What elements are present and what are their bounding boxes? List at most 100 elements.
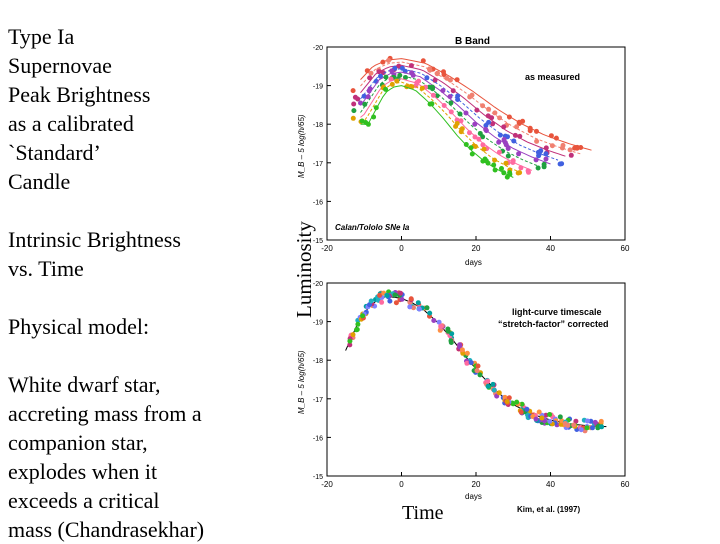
top-series-curve <box>360 58 592 151</box>
top-data-point <box>492 167 498 173</box>
bottom-data-point <box>445 328 451 334</box>
top-data-point <box>430 92 436 98</box>
bottom-panel: light-curve timescale “stretch-factor” c… <box>297 281 630 514</box>
left-text-column: Type Ia Supernovae Peak Brightness as a … <box>8 22 248 544</box>
heading-type-ia: Type Ia Supernovae Peak Brightness as a … <box>8 24 151 194</box>
bottom-x-tick-label: -20 <box>321 480 333 489</box>
top-data-point <box>477 131 483 136</box>
top-data-point <box>511 138 517 144</box>
top-data-point <box>448 100 454 106</box>
bottom-data-point <box>592 419 598 425</box>
bottom-data-point <box>427 310 433 316</box>
top-panel: B Band as measured Calan/Tololo SNe Ia d… <box>297 36 630 267</box>
top-data-point <box>505 153 511 159</box>
top-y-axis-label: M_B – 5 log(h/65) <box>297 114 306 178</box>
bottom-data-point <box>539 415 545 421</box>
top-data-point <box>371 114 377 120</box>
bottom-x-tick-label: 60 <box>621 480 630 489</box>
top-data-point <box>350 88 356 94</box>
bottom-plot-area <box>345 289 607 434</box>
top-data-point <box>517 133 523 139</box>
top-data-point <box>394 78 400 84</box>
top-data-point <box>543 145 549 151</box>
top-data-point <box>527 128 533 134</box>
bottom-y-tick-label: -20 <box>313 281 323 288</box>
top-data-point <box>463 142 469 147</box>
top-data-point <box>367 75 373 81</box>
top-data-point <box>548 133 554 139</box>
top-data-point <box>467 94 473 100</box>
top-data-point <box>362 101 368 107</box>
top-data-point <box>469 151 475 157</box>
top-data-point <box>430 84 435 90</box>
bottom-data-point <box>393 300 399 306</box>
top-data-point <box>389 68 395 74</box>
bottom-y-axis-label: M_B – 5 log(h/65) <box>297 350 306 414</box>
white-dwarf-description: White dwarf star, accreting mass from a … <box>8 372 205 542</box>
top-data-point <box>434 71 440 77</box>
top-data-point <box>378 73 383 79</box>
top-data-point <box>454 117 460 123</box>
bottom-data-point <box>347 342 353 348</box>
bottom-data-point <box>408 296 414 302</box>
top-data-point <box>419 85 425 91</box>
top-data-point <box>355 96 361 102</box>
bottom-data-point <box>448 338 454 344</box>
bottom-data-point <box>464 360 470 366</box>
bottom-data-point <box>416 306 422 312</box>
bottom-data-point <box>360 313 366 319</box>
bottom-data-point <box>491 387 497 393</box>
top-data-point <box>376 69 382 75</box>
top-data-point <box>503 142 509 148</box>
top-y-tick-label: -16 <box>313 199 323 206</box>
bottom-y-tick-label: -18 <box>313 358 323 365</box>
top-data-point <box>534 128 539 134</box>
bottom-annotation-line-2: “stretch-factor” corrected <box>498 319 609 329</box>
top-data-point <box>578 145 584 150</box>
top-data-point <box>481 146 487 152</box>
top-data-point <box>389 81 395 87</box>
bottom-data-point <box>514 399 520 405</box>
top-data-point <box>444 75 450 81</box>
bottom-data-point <box>599 424 605 430</box>
top-data-point <box>497 115 503 121</box>
top-data-point <box>501 137 507 142</box>
bottom-y-tick-label: -17 <box>313 397 323 404</box>
top-data-point <box>501 124 507 130</box>
top-data-point <box>517 170 523 176</box>
bottom-data-point <box>377 292 383 298</box>
bottom-data-point <box>562 421 568 426</box>
top-data-point <box>403 75 408 80</box>
top-data-point <box>535 165 541 171</box>
top-data-point <box>474 107 480 113</box>
top-data-point <box>420 58 426 64</box>
bottom-data-point <box>398 290 403 296</box>
top-ticks: -20 0 20 40 60 -20 -19 -18 -17 -16 -15 <box>313 45 630 253</box>
top-data-point <box>525 168 531 174</box>
top-data-point <box>553 135 559 141</box>
bottom-x-tick-label: 0 <box>399 480 404 489</box>
top-data-point <box>432 77 438 83</box>
top-data-point <box>455 93 461 99</box>
top-x-tick-label: 0 <box>399 244 404 253</box>
top-x-tick-label: 40 <box>546 244 555 253</box>
bottom-data-point <box>557 414 563 420</box>
bottom-data-point <box>477 372 483 378</box>
top-data-point <box>429 101 435 107</box>
top-data-point <box>424 75 430 81</box>
top-data-point <box>496 139 502 145</box>
top-data-point <box>368 70 374 76</box>
top-data-point <box>351 108 357 114</box>
bottom-x-axis-label: days <box>465 492 482 501</box>
top-data-point <box>359 118 365 124</box>
top-data-point <box>361 93 367 99</box>
bottom-annotation: light-curve timescale “stretch-factor” c… <box>498 307 609 329</box>
top-data-point <box>450 88 456 94</box>
top-data-point <box>458 129 464 135</box>
top-data-point <box>485 160 491 166</box>
bottom-data-point <box>598 418 604 424</box>
top-data-point <box>380 70 386 76</box>
bottom-data-point <box>558 421 564 427</box>
bottom-data-point <box>459 347 465 353</box>
bottom-data-point <box>355 321 361 327</box>
